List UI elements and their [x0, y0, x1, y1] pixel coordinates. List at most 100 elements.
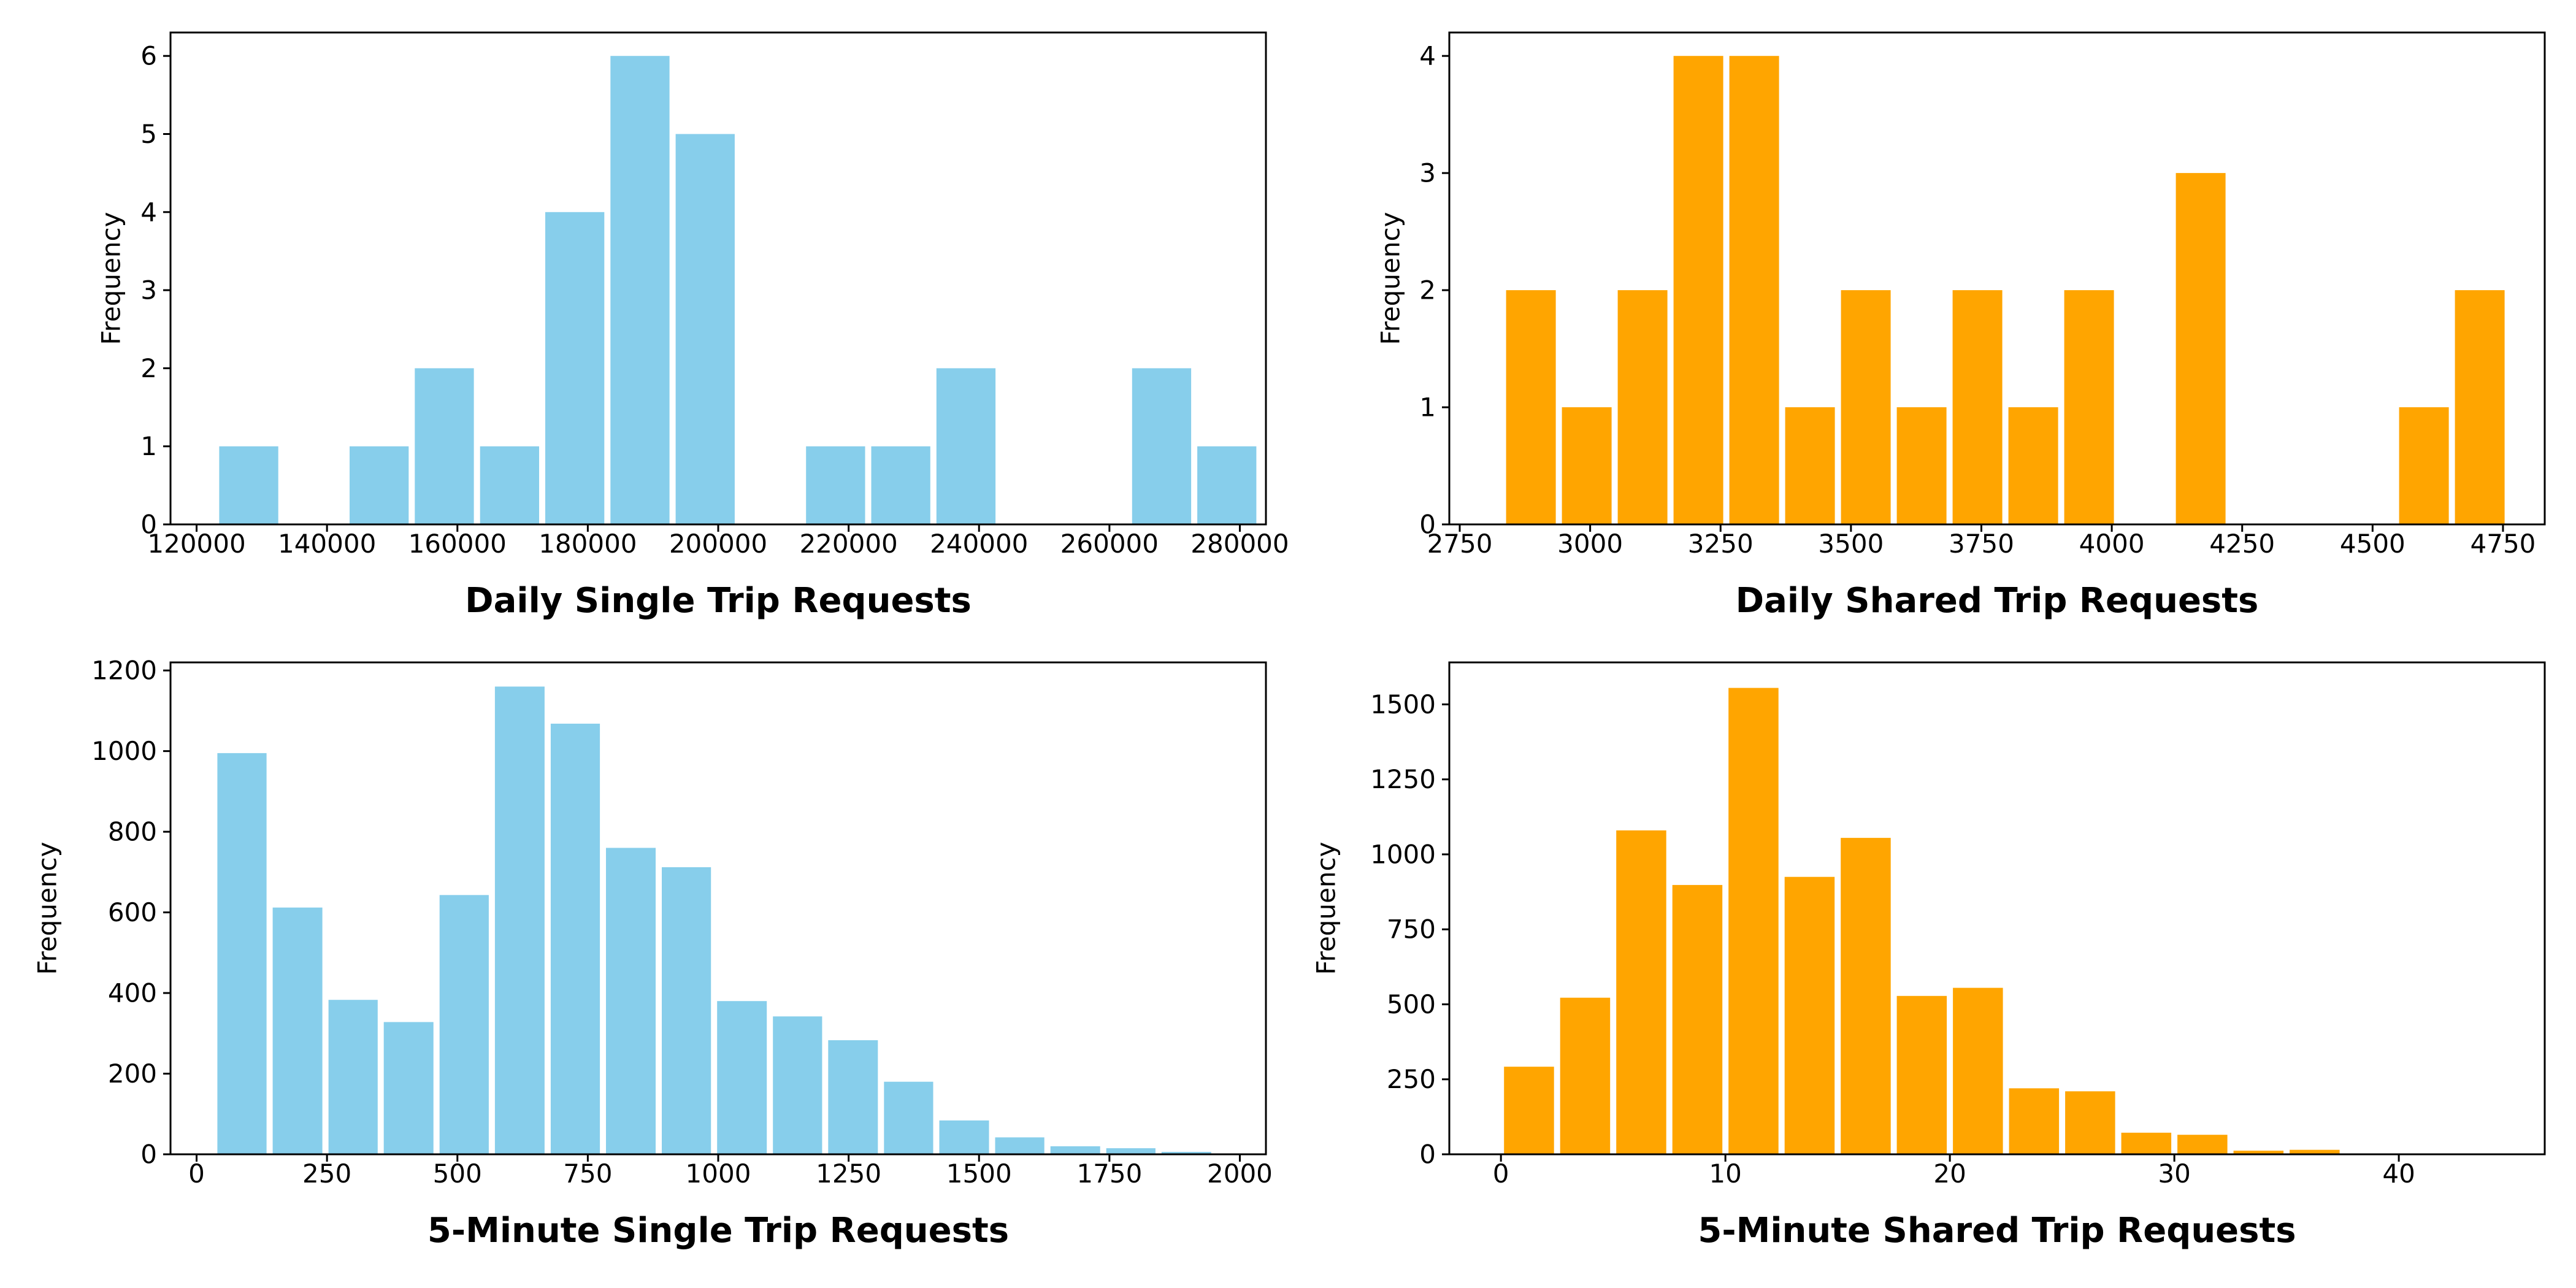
- y-tick-label: 600: [108, 897, 157, 927]
- x-tick-label: 20: [1933, 1159, 1966, 1189]
- histogram-bar: [1896, 995, 1947, 1154]
- histogram-bar: [884, 1081, 933, 1154]
- histogram-bar: [1953, 987, 2003, 1154]
- histogram-bar: [1106, 1148, 1156, 1154]
- y-ticks-daily-single: 0 1 2 3 4 5 6: [140, 41, 171, 540]
- y-tick-label: 1: [140, 431, 157, 461]
- histogram-bar: [2233, 1151, 2284, 1154]
- histogram-bar: [1841, 838, 1891, 1154]
- histogram-bar: [1616, 830, 1666, 1154]
- histogram-bar: [1560, 997, 1611, 1154]
- y-tick-label: 1000: [91, 736, 157, 766]
- histogram-bar: [217, 753, 267, 1154]
- histogram-bar: [610, 56, 670, 524]
- x-axis-label-daily-shared: Daily Shared Trip Requests: [1736, 581, 2259, 621]
- histogram-bar: [1562, 407, 1612, 524]
- x-tick-label: 750: [563, 1159, 612, 1189]
- histogram-bar: [439, 895, 489, 1154]
- y-tick-label: 1: [1419, 393, 1436, 423]
- histogram-bar: [1785, 407, 1835, 524]
- histogram-bar: [2177, 1135, 2228, 1154]
- x-tick-label: 2750: [1427, 529, 1493, 559]
- histogram-bar: [2121, 1132, 2172, 1154]
- histogram-bar: [1617, 290, 1668, 524]
- histogram-bar: [995, 1137, 1045, 1154]
- y-tick-label: 200: [108, 1059, 157, 1089]
- y-tick-label: 4: [1419, 41, 1436, 71]
- y-ticks-daily-shared: 0 1 2 3 4: [1419, 41, 1449, 540]
- y-ticks-5min-single: 0 200 400 600 800 1000 1200: [91, 656, 171, 1170]
- x-tick-label: 160000: [408, 529, 507, 559]
- x-tick-label: 260000: [1060, 529, 1159, 559]
- x-tick-label: 2000: [1207, 1159, 1273, 1189]
- x-axis-label-5min-single: 5-Minute Single Trip Requests: [427, 1211, 1009, 1251]
- x-tick-label: 30: [2158, 1159, 2190, 1189]
- x-tick-label: 4750: [2471, 529, 2536, 559]
- bars-daily-single: [219, 56, 1257, 524]
- histogram-bar: [328, 1000, 378, 1154]
- histogram-bar: [1504, 1067, 1554, 1154]
- panel-5min-shared: 0 10 20 30 40 0 250 500 750 1000 1250 1500 Frequen…: [1311, 661, 2546, 1251]
- histogram-bar: [1050, 1146, 1100, 1154]
- histogram-bar: [415, 368, 474, 524]
- histogram-bar: [2008, 407, 2058, 524]
- histogram-bar: [2175, 173, 2226, 525]
- y-tick-label: 800: [108, 817, 157, 847]
- histogram-bar: [1896, 407, 1947, 524]
- histogram-bar: [606, 848, 656, 1154]
- x-tick-label: 240000: [930, 529, 1028, 559]
- histogram-bar: [550, 723, 600, 1154]
- y-tick-label: 750: [1387, 914, 1436, 945]
- y-axis-label-daily-single: Frequency: [96, 212, 126, 345]
- histogram-bar: [1673, 56, 1723, 524]
- histogram-bar: [828, 1040, 878, 1154]
- histogram-bar: [773, 1016, 822, 1154]
- histogram-bar: [494, 686, 545, 1154]
- y-tick-label: 3: [140, 275, 157, 305]
- histogram-bar: [1161, 1152, 1211, 1154]
- histogram-bar: [871, 446, 930, 524]
- histogram-bar: [2455, 290, 2505, 524]
- y-tick-label: 1000: [1370, 839, 1436, 869]
- histogram-bar: [2064, 290, 2114, 524]
- x-tick-label: 3000: [1557, 529, 1623, 559]
- x-tick-label: 280000: [1190, 529, 1289, 559]
- histogram-bar: [1841, 290, 1891, 524]
- histogram-bar: [1728, 688, 1779, 1154]
- histogram-bar: [717, 1001, 767, 1154]
- panel-5min-single: 0 250 500 750 1000 1250 1500 1750 2000 0 200 400 60…: [33, 656, 1273, 1251]
- bars-5min-single: [217, 686, 1211, 1154]
- histogram-bar: [1784, 876, 1835, 1154]
- x-axis-label-daily-single: Daily Single Trip Requests: [465, 581, 972, 621]
- y-tick-label: 500: [1387, 989, 1436, 1019]
- x-tick-label: 0: [1493, 1159, 1509, 1189]
- x-tick-label: 10: [1709, 1159, 1741, 1189]
- y-tick-label: 0: [1419, 1140, 1436, 1170]
- x-tick-label: 1250: [816, 1159, 881, 1189]
- x-tick-label: 500: [433, 1159, 482, 1189]
- x-tick-label: 140000: [278, 529, 376, 559]
- x-tick-label: 1500: [946, 1159, 1012, 1189]
- x-tick-label: 200000: [669, 529, 767, 559]
- y-tick-label: 1250: [1370, 764, 1436, 794]
- y-tick-label: 6: [140, 41, 157, 71]
- histogram-bar: [383, 1022, 434, 1154]
- x-tick-label: 1000: [686, 1159, 751, 1189]
- x-ticks-daily-shared: 2750 3000 3250 3500 3750 4000 4250 4500 4750: [1427, 524, 2536, 559]
- x-ticks-daily-single: 120000 140000 160000 180000 200000 220000 2400…: [147, 524, 1289, 559]
- panel-daily-single: 120000 140000 160000 180000 200000 220000 2400…: [96, 31, 1289, 621]
- histogram-bar: [1197, 446, 1257, 524]
- histogram-bar: [662, 867, 711, 1154]
- y-tick-label: 5: [140, 119, 157, 149]
- y-axis-label-5min-shared: Frequency: [1311, 842, 1341, 975]
- x-tick-label: 0: [188, 1159, 205, 1189]
- histogram-bar: [2399, 407, 2449, 524]
- histogram-bar: [2065, 1091, 2115, 1154]
- axes-frame-5min-shared: [1448, 661, 2546, 1156]
- x-tick-label: 1750: [1076, 1159, 1142, 1189]
- x-tick-label: 250: [302, 1159, 351, 1189]
- y-tick-label: 3: [1419, 158, 1436, 188]
- x-tick-label: 3500: [1818, 529, 1884, 559]
- histogram-bar: [350, 446, 409, 524]
- histogram-bar: [480, 446, 539, 524]
